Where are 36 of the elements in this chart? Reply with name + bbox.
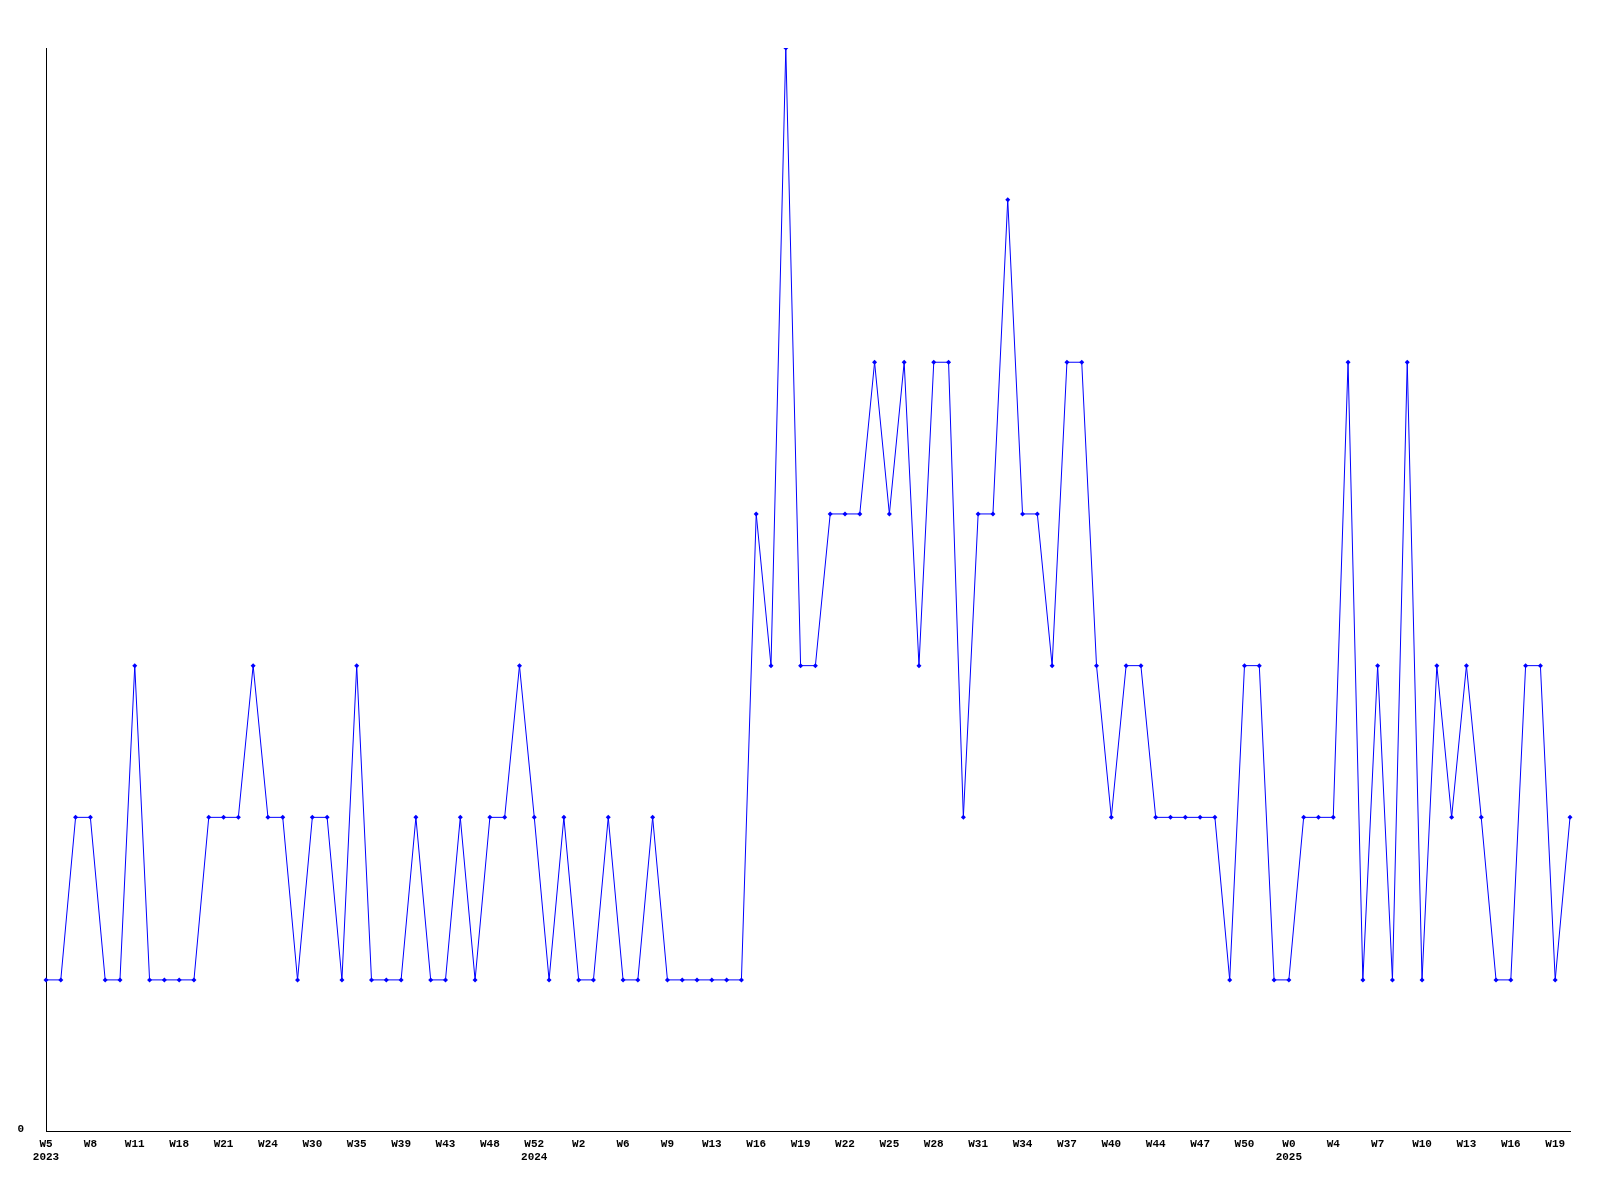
text: 0 <box>17 1123 24 1136</box>
x-tick-label: W43 <box>435 1137 456 1150</box>
x-tick-label: W48 <box>479 1137 501 1150</box>
x-tick-label: W16 <box>1500 1137 1521 1150</box>
x-tick-label: W25 <box>879 1137 900 1150</box>
x-tick-label: W21 <box>213 1137 234 1150</box>
x-tick-label: W37 <box>1057 1137 1077 1150</box>
x-tick-label: W39 <box>391 1137 412 1150</box>
x-tick-label: W35 <box>346 1137 368 1150</box>
x-tick-label: W19 <box>790 1137 811 1150</box>
x-tick-label: W2 <box>572 1137 586 1150</box>
x-tick-label: W24 <box>258 1137 279 1150</box>
x-tick-label: W13 <box>701 1137 723 1150</box>
x-tick-label: W28 <box>923 1137 945 1150</box>
x-tick-label: W6 <box>616 1137 630 1150</box>
x-tick-label: W31 <box>968 1137 989 1150</box>
x-tick-label: W47 <box>1190 1137 1210 1150</box>
x-tick-label: W5 2023 <box>32 1137 60 1164</box>
x-tick-label: W50 <box>1234 1137 1255 1150</box>
x-tick-label: W18 <box>169 1137 190 1150</box>
x-tick-label: W19 <box>1545 1137 1566 1150</box>
x-tick-label: W8 <box>83 1137 98 1150</box>
x-tick-label: W16 <box>746 1137 767 1150</box>
x-tick-label: W52 2024 <box>521 1137 548 1164</box>
x-tick-label: W9 <box>660 1137 675 1150</box>
x-tick-label: W44 <box>1145 1137 1166 1150</box>
x-tick-label: W4 <box>1326 1137 1341 1150</box>
x-tick-label: W22 <box>835 1137 855 1150</box>
x-tick-label: W0 2025 <box>1275 1137 1303 1164</box>
x-tick-label: W30 <box>302 1137 323 1150</box>
x-tick-label: W34 <box>1012 1137 1033 1150</box>
x-tick-label: W11 <box>124 1137 146 1150</box>
x-tick-label: W10 <box>1412 1137 1432 1150</box>
x-tick-label: W13 <box>1456 1137 1477 1150</box>
x-tick-label: W40 <box>1101 1137 1122 1150</box>
x-tick-label: W7 <box>1371 1137 1385 1150</box>
